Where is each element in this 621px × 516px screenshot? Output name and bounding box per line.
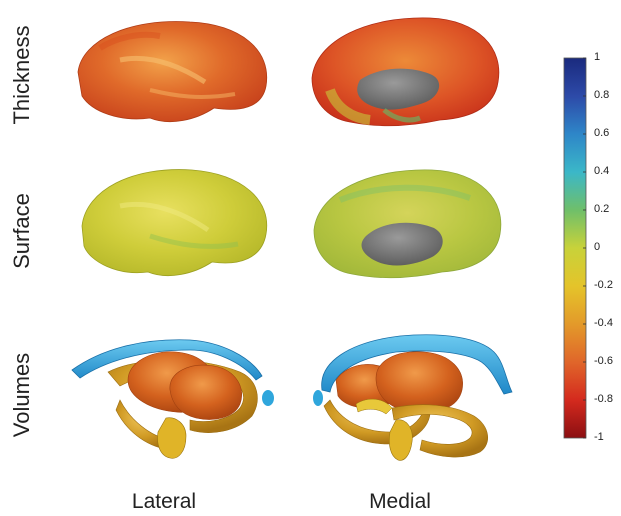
colorbar-tick-label: 0.6 — [594, 127, 610, 139]
volumes-medial-structures — [313, 334, 513, 461]
colorbar — [563, 57, 587, 439]
thickness-lateral-brain — [77, 21, 268, 123]
surface-lateral-brain — [81, 169, 268, 277]
colorbar-tick-label: -0.6 — [594, 355, 613, 367]
surface-medial-wall — [361, 222, 443, 266]
colorbar-tick-label: 0.4 — [594, 165, 610, 177]
volumes-lateral-structures — [71, 339, 274, 459]
thickness-medial-brain — [311, 17, 500, 127]
thickness-medial-wall — [357, 68, 440, 110]
column-label-lateral: Lateral — [131, 490, 197, 513]
colorbar-tick-label: -1 — [594, 431, 604, 443]
colorbar-gradient — [563, 57, 587, 439]
surface-medial-brain — [313, 169, 502, 279]
colorbar-tick-label: -0.2 — [594, 279, 613, 291]
colorbar-tick-label: 0.8 — [594, 89, 610, 101]
colorbar-tick-label: -0.4 — [594, 317, 613, 329]
column-label-medial: Medial — [369, 490, 431, 513]
colorbar-tick-label: 0 — [594, 241, 601, 253]
colorbar-tick-label: 1 — [594, 51, 601, 63]
colorbar-tick-label: 0.2 — [594, 203, 610, 215]
colorbar-tick-label: -0.8 — [594, 393, 613, 405]
